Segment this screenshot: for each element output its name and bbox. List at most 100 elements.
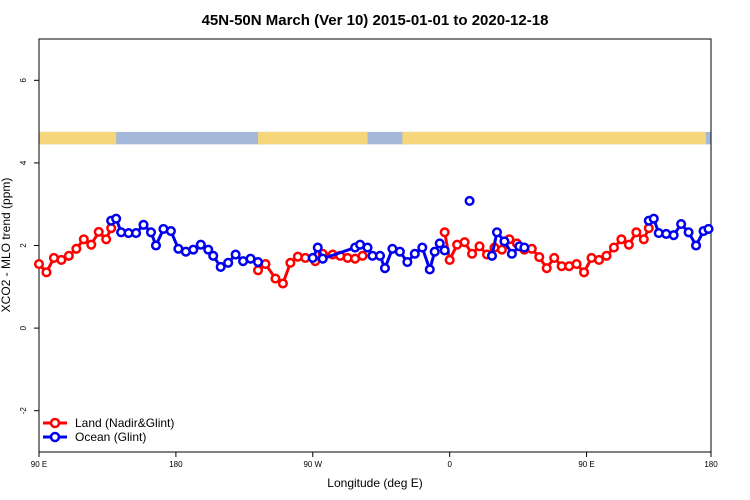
- x-tick-label: 90 E: [578, 460, 594, 469]
- data-point: [317, 253, 328, 264]
- data-point: [571, 259, 582, 270]
- y-axis-title: XCO2 - MLO trend (ppm): [0, 178, 13, 313]
- data-point: [474, 241, 485, 252]
- data-point: [496, 244, 507, 255]
- data-point: [362, 242, 373, 253]
- data-point: [593, 254, 605, 266]
- data-point: [101, 234, 112, 245]
- data-point: [252, 265, 264, 276]
- data-point: [467, 248, 478, 259]
- data-point: [486, 250, 498, 261]
- data-point: [616, 234, 627, 245]
- data-point: [203, 244, 214, 255]
- data-point: [63, 250, 74, 261]
- series-ocean: [106, 195, 714, 275]
- data-point: [464, 195, 475, 206]
- data-point: [93, 226, 104, 237]
- data-point: [78, 234, 89, 245]
- data-point: [429, 246, 440, 257]
- data-point: [491, 227, 503, 238]
- data-point: [691, 240, 702, 251]
- data-point: [111, 213, 122, 224]
- data-point: [188, 244, 199, 255]
- legend-label: Land (Nadir&Glint): [75, 416, 174, 430]
- data-point: [417, 242, 428, 253]
- y-tick-label: 4: [19, 160, 28, 165]
- y-tick-label: 0: [19, 325, 28, 330]
- data-point: [41, 267, 52, 278]
- data-point: [252, 256, 264, 268]
- data-point: [394, 246, 405, 257]
- data-point: [434, 238, 445, 249]
- data-point: [638, 234, 649, 245]
- data-point: [439, 245, 450, 256]
- data-point: [357, 250, 368, 261]
- land-strip: [402, 131, 707, 145]
- data-point: [676, 218, 687, 230]
- data-point: [549, 252, 560, 263]
- x-tick-label: 180: [704, 460, 718, 469]
- y-tick-label: -2: [19, 407, 28, 415]
- data-point: [145, 227, 157, 238]
- data-point: [703, 223, 714, 235]
- data-point: [165, 225, 176, 237]
- data-point: [86, 239, 97, 250]
- x-tick-label: 90 E: [31, 460, 47, 469]
- data-point: [312, 242, 323, 253]
- legend: Land (Nadir&Glint)Ocean (Glint): [43, 416, 174, 444]
- land-mask-bar: [39, 131, 711, 145]
- data-point: [623, 239, 634, 250]
- data-point: [223, 257, 234, 268]
- legend-marker: [49, 417, 61, 429]
- data-point: [56, 254, 67, 266]
- data-point: [71, 243, 82, 254]
- land-strip: [39, 131, 117, 145]
- legend-label: Ocean (Glint): [75, 430, 146, 444]
- data-point: [33, 259, 45, 270]
- data-point: [444, 254, 455, 266]
- data-point: [379, 263, 391, 274]
- y-tick-label: 6: [19, 78, 28, 83]
- data-point: [409, 248, 420, 259]
- chart-title: 45N-50N March (Ver 10) 2015-01-01 to 202…: [202, 12, 549, 29]
- data-point: [631, 227, 642, 238]
- data-point: [138, 219, 149, 230]
- data-point: [541, 263, 552, 274]
- data-point: [208, 250, 219, 261]
- data-point: [374, 250, 386, 261]
- land-strip: [258, 131, 368, 145]
- data-point: [277, 278, 288, 289]
- x-axis: 90 E 180 90 W 0 90 E 180: [31, 452, 718, 469]
- data-point: [270, 273, 281, 284]
- y-tick-label: 2: [19, 243, 28, 248]
- x-tick-label: 0: [447, 460, 452, 469]
- data-point: [668, 230, 679, 241]
- y-axis: -2 0 2 4 6: [19, 78, 39, 415]
- legend-marker: [49, 431, 61, 443]
- data-point: [402, 256, 413, 268]
- x-tick-label: 90 W: [303, 460, 322, 469]
- data-point: [230, 249, 241, 260]
- data-point: [648, 213, 659, 224]
- data-point: [424, 264, 435, 275]
- data-point: [534, 252, 545, 263]
- data-point: [506, 248, 517, 259]
- data-point: [285, 257, 296, 268]
- data-point: [459, 237, 470, 248]
- data-point: [579, 267, 590, 278]
- data-point: [683, 227, 694, 238]
- series-layer: [33, 195, 714, 289]
- data-point: [601, 250, 612, 261]
- series-line: [110, 217, 259, 269]
- data-point: [131, 228, 142, 239]
- data-point: [215, 261, 226, 273]
- x-tick-label: 180: [169, 460, 183, 469]
- data-point: [608, 242, 619, 253]
- data-point: [307, 252, 318, 263]
- data-point: [439, 227, 450, 238]
- data-point: [195, 239, 206, 250]
- series-line: [648, 217, 710, 247]
- data-point: [519, 242, 530, 253]
- x-axis-title: Longitude (deg E): [327, 476, 422, 490]
